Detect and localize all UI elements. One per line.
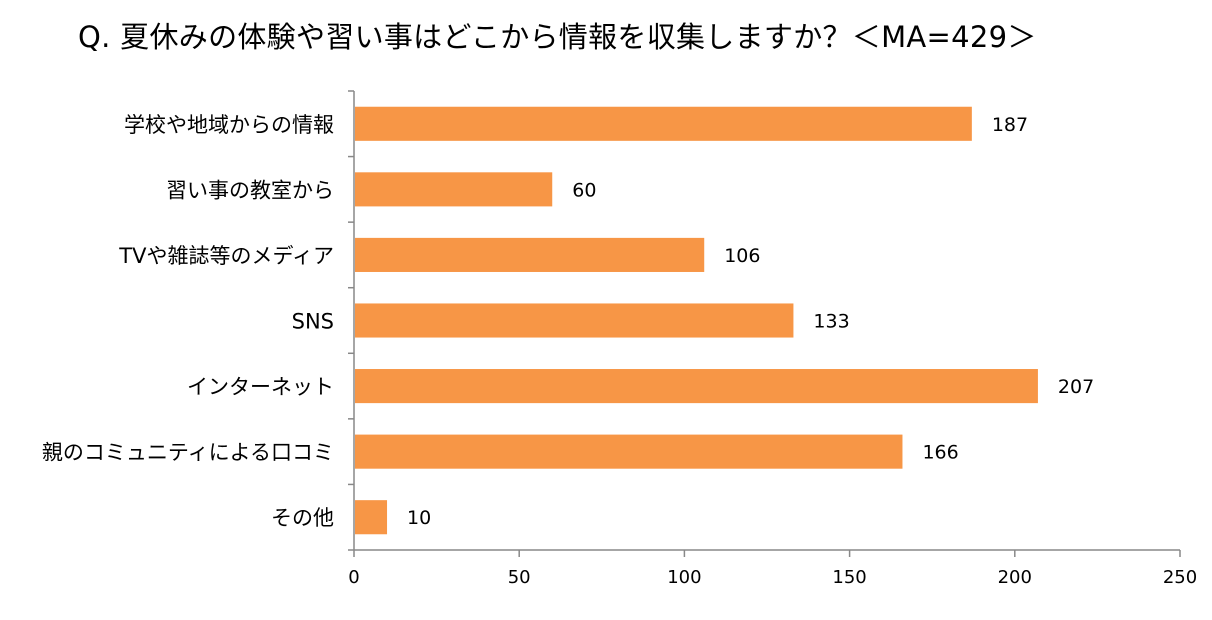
bar bbox=[355, 500, 388, 535]
x-tick-label: 0 bbox=[348, 567, 359, 588]
bar bbox=[355, 369, 1038, 404]
data-label: 10 bbox=[407, 507, 431, 529]
x-tick-label: 50 bbox=[508, 567, 531, 588]
bar bbox=[355, 434, 903, 469]
bar bbox=[355, 303, 794, 338]
category-label: 習い事の教室から bbox=[166, 178, 334, 202]
data-label: 187 bbox=[992, 114, 1028, 136]
category-label: TVや雑誌等のメディア bbox=[118, 244, 334, 268]
x-tick-label: 200 bbox=[998, 567, 1032, 588]
category-label: その他 bbox=[271, 506, 334, 530]
bar bbox=[355, 237, 705, 272]
data-label: 106 bbox=[724, 245, 760, 267]
category-label: インターネット bbox=[187, 375, 334, 399]
category-label: 学校や地域からの情報 bbox=[124, 113, 334, 137]
bar bbox=[355, 172, 553, 207]
data-label: 207 bbox=[1058, 376, 1094, 398]
data-label: 133 bbox=[813, 311, 849, 333]
category-label: SNS bbox=[292, 310, 334, 334]
category-label: 親のコミュニティによる口コミ bbox=[42, 441, 334, 465]
data-label: 166 bbox=[922, 442, 958, 464]
x-tick-label: 150 bbox=[832, 567, 866, 588]
chart-title: Q. 夏休みの体験や習い事はどこから情報を収集しますか？＜MA=429＞ bbox=[78, 20, 1037, 54]
data-label: 60 bbox=[572, 179, 596, 201]
bar bbox=[355, 106, 972, 141]
x-tick-label: 100 bbox=[667, 567, 701, 588]
x-tick-label: 250 bbox=[1163, 567, 1197, 588]
